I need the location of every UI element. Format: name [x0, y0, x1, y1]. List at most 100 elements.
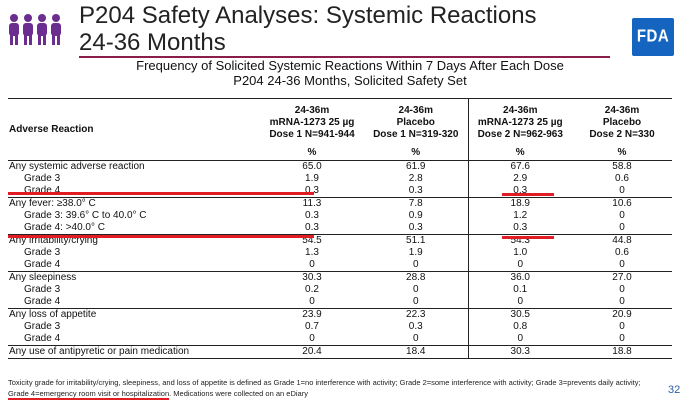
- table-row: Grade 4 0 0 0 0: [8, 333, 672, 346]
- cell-value: 0.7: [305, 321, 319, 332]
- cell-value: 7.8: [364, 197, 468, 210]
- cell-value: 0.3: [305, 210, 319, 221]
- cell-value: 1.3: [305, 247, 319, 258]
- table-row: Grade 3: 39.6° C to 40.0° C 0.3 0.9 1.2 0: [8, 210, 672, 222]
- page-title: P204 Safety Analyses: Systemic Reactions…: [79, 2, 537, 56]
- cell-value: 0: [619, 296, 625, 307]
- cell-value: 0: [619, 259, 625, 270]
- cell-value: 0: [619, 284, 625, 295]
- cell-value: 0.3: [305, 222, 319, 233]
- table-row: Any sleepiness 30.3 28.8 36.0 27.0: [8, 271, 672, 284]
- row-label: Any sleepiness: [8, 271, 260, 284]
- cell-value: 44.8: [572, 234, 672, 247]
- row-label: Grade 3: [24, 321, 61, 332]
- table-row: Grade 4 0 0 0 0: [8, 296, 672, 309]
- cell-value: 0: [412, 259, 419, 270]
- cell-value: 0: [467, 259, 572, 272]
- table-row: Any use of antipyretic or pain medicatio…: [8, 345, 672, 359]
- column-header-placebo-dose2: 24-36m Placebo Dose 2 N=330: [572, 98, 672, 146]
- cell-value: 0.3: [408, 185, 423, 196]
- cell-value: 0: [467, 296, 572, 309]
- table-row: Grade 4: >40.0° C 0.3 0.3 0.3 0: [8, 222, 672, 235]
- column-header-mrna-dose2: 24-36m mRNA-1273 25 µg Dose 2 N=962-963: [467, 98, 572, 146]
- column-header-adverse-reaction: Adverse Reaction: [8, 98, 260, 161]
- footnote: Toxicity grade for irritability/crying, …: [8, 378, 641, 398]
- cell-value: 0: [412, 296, 419, 307]
- cell-value: 1.9: [305, 173, 319, 184]
- cell-value: 0: [619, 210, 625, 221]
- cell-value: 2.9: [467, 173, 572, 185]
- cell-value: 11.3: [260, 197, 364, 210]
- systemic-reactions-table: Adverse Reaction 24-36m mRNA-1273 25 µg Do…: [8, 98, 672, 359]
- highlight-underline: [502, 236, 554, 239]
- row-label: Grade 4: [24, 296, 61, 307]
- table-row: Any loss of appetite 23.9 22.3 30.5 20.9: [8, 308, 672, 321]
- cell-value: 18.4: [364, 345, 468, 359]
- cell-value: 0: [619, 222, 625, 233]
- unit-percent: %: [467, 146, 572, 161]
- cell-value: 1.2: [467, 210, 572, 222]
- table-caption-line1: Frequency of Solicited Systemic Reaction…: [136, 58, 564, 73]
- column-header-mrna-dose1: 24-36m mRNA-1273 25 µg Dose 1 N=941-944: [260, 98, 364, 146]
- highlight-underline: [8, 192, 314, 195]
- cell-value: 30.3: [260, 271, 364, 284]
- table-row: Grade 3 1.9 2.8 2.9 0.6: [8, 173, 672, 185]
- cell-value: 0.6: [615, 173, 629, 184]
- title-divider: [79, 56, 610, 58]
- cell-value: 30.3: [467, 345, 572, 359]
- row-label: Grade 3: [24, 247, 61, 258]
- cell-value: 27.0: [572, 271, 672, 284]
- cell-value: 0: [309, 259, 315, 270]
- cell-value: 0.2: [305, 284, 319, 295]
- cell-value: 30.5: [467, 308, 572, 321]
- table-caption: Frequency of Solicited Systemic Reaction…: [0, 58, 700, 88]
- row-label: Grade 4: [24, 259, 61, 270]
- cell-value: 0: [412, 333, 419, 344]
- cell-value: 2.8: [408, 173, 423, 184]
- table-row: Grade 3 0.2 0 0.1 0: [8, 284, 672, 296]
- row-label: Grade 4: [24, 333, 61, 344]
- cell-value: 20.9: [572, 308, 672, 321]
- table-caption-line2: P204 24-36 Months, Solicited Safety Set: [233, 73, 467, 88]
- cell-value: 0: [467, 333, 572, 346]
- cell-value: 10.6: [572, 197, 672, 210]
- cell-value: 23.9: [260, 308, 364, 321]
- row-label: Any loss of appetite: [8, 308, 260, 321]
- cell-value: 0.3: [408, 321, 423, 332]
- highlight-underline: [8, 235, 314, 238]
- row-label: Grade 4: [24, 185, 61, 196]
- page-title-line1: P204 Safety Analyses: Systemic Reactions: [79, 2, 537, 29]
- cell-value: 28.8: [364, 271, 468, 284]
- row-label: Any use of antipyretic or pain medicatio…: [8, 345, 260, 359]
- footnote-highlight: Grade 4=emergency room visit or hospital…: [8, 389, 170, 398]
- table-row: Any fever: ≥38.0° C 11.3 7.8 18.9 10.6: [8, 197, 672, 210]
- row-label: Grade 3: [24, 284, 61, 295]
- cell-value: 0: [619, 321, 625, 332]
- unit-percent: %: [364, 146, 468, 161]
- cell-value: 67.6: [467, 160, 572, 173]
- highlight-underline: [502, 193, 554, 196]
- cell-value: 0.8: [467, 321, 572, 333]
- cell-value: 0: [412, 284, 419, 295]
- row-label: Grade 3: 39.6° C to 40.0° C: [24, 210, 147, 221]
- row-label: Any systemic adverse reaction: [8, 160, 260, 173]
- table-row: Grade 4 0 0 0 0: [8, 259, 672, 272]
- cell-value: 0: [619, 185, 625, 196]
- table-row: Grade 3 0.7 0.3 0.8 0: [8, 321, 672, 333]
- cell-value: 0.3: [467, 222, 572, 235]
- unit-percent: %: [572, 146, 672, 161]
- page-number: 32: [668, 384, 681, 396]
- cell-value: 0.9: [408, 210, 423, 221]
- cell-value: 65.0: [260, 160, 364, 173]
- cell-value: 1.9: [408, 247, 423, 258]
- cell-value: 58.8: [572, 160, 672, 173]
- fda-logo: FDA: [632, 18, 674, 56]
- cell-value: 0: [619, 333, 625, 344]
- cell-value: 36.0: [467, 271, 572, 284]
- cell-value: 61.9: [364, 160, 468, 173]
- cell-value: 22.3: [364, 308, 468, 321]
- cell-value: 0.3: [305, 185, 319, 196]
- cell-value: 0.3: [408, 222, 423, 233]
- row-label: Grade 4: >40.0° C: [24, 222, 105, 233]
- row-label: Grade 3: [24, 173, 61, 184]
